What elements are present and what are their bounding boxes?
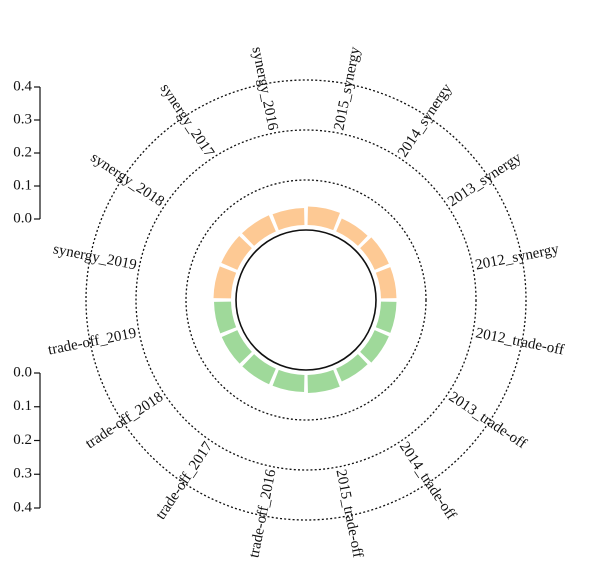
bar bbox=[272, 208, 305, 231]
bar bbox=[241, 215, 276, 246]
bar bbox=[213, 266, 237, 299]
tradeoff-tick-label: 0.1 bbox=[13, 398, 32, 414]
category-label: synergy_2018 bbox=[88, 150, 167, 210]
bar bbox=[360, 237, 389, 270]
bar bbox=[375, 301, 397, 333]
bar bbox=[307, 369, 340, 393]
bar bbox=[307, 206, 340, 231]
bar bbox=[242, 354, 276, 385]
synergy-tick-label: 0.1 bbox=[13, 177, 32, 193]
category-label: synergy_2016 bbox=[248, 46, 280, 133]
category-label: 2013_trade-off bbox=[446, 389, 529, 452]
category-label: 2015_synergy bbox=[331, 45, 363, 132]
category-label: synergy_2017 bbox=[157, 81, 218, 161]
bar bbox=[375, 267, 397, 299]
tradeoff-tick-label: 0.0 bbox=[13, 364, 32, 380]
bar bbox=[336, 354, 368, 382]
synergy-tick-label: 0.3 bbox=[13, 111, 32, 127]
category-label: trade-off_2018 bbox=[83, 389, 166, 452]
category-label: trade-off_2019 bbox=[47, 325, 138, 358]
axes: 0.4 0.3 0.2 0.1 0.0 0.0 0.1 0.2 0.3 0.4 bbox=[13, 78, 41, 515]
bars bbox=[213, 206, 397, 393]
bar bbox=[272, 369, 305, 392]
grid-ring bbox=[135, 129, 477, 471]
synergy-tick-label: 0.0 bbox=[13, 210, 32, 226]
tradeoff-tick-label: 0.2 bbox=[13, 432, 32, 448]
inner-circle bbox=[235, 229, 377, 371]
category-label: synergy_2019 bbox=[52, 241, 138, 273]
grid-rings bbox=[85, 79, 527, 521]
bar bbox=[221, 235, 252, 270]
category-label: 2014_trade-off bbox=[396, 439, 459, 522]
category-label: 2012_trade-off bbox=[474, 325, 565, 358]
tradeoff-tick-label: 0.4 bbox=[13, 499, 32, 515]
grid-ring bbox=[85, 79, 527, 521]
bar bbox=[214, 301, 237, 334]
tradeoff-tick-label: 0.3 bbox=[13, 466, 32, 482]
category-label: 2014_synergy bbox=[395, 81, 456, 161]
synergy-tick-label: 0.2 bbox=[13, 144, 32, 160]
category-label: 2012_synergy bbox=[474, 241, 561, 273]
bar bbox=[360, 330, 389, 363]
category-label: trade-off_2017 bbox=[153, 439, 216, 523]
synergy-tick-label: 0.4 bbox=[13, 78, 32, 94]
category-label: 2013_synergy bbox=[445, 149, 525, 210]
bar bbox=[221, 330, 252, 364]
bar bbox=[336, 218, 368, 246]
grid-ring bbox=[185, 179, 427, 421]
